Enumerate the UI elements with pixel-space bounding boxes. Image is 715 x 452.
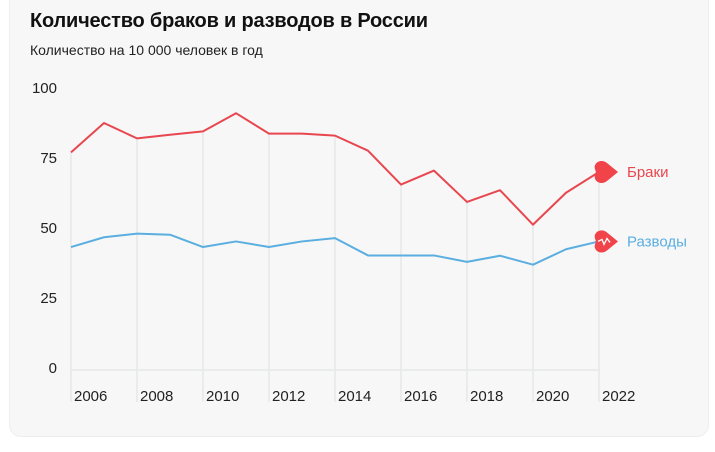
x-tick-label: 2010 [206,388,239,405]
chart-card [9,0,709,437]
y-tick-label: 25 [40,290,57,307]
x-tick-label: 2018 [470,388,503,405]
x-tick-label: 2012 [272,388,305,405]
x-tick-label: 2008 [140,388,173,405]
y-tick-label: 75 [40,150,57,167]
y-tick-label: 0 [49,360,57,377]
x-tick-label: 2014 [338,388,371,405]
x-tick-label: 2016 [404,388,437,405]
series-label: Разводы [627,233,687,250]
broken-heart-icon [594,230,618,253]
y-tick-label: 100 [32,80,57,97]
x-tick-label: 2020 [536,388,569,405]
x-tick-label: 2022 [602,388,635,405]
chart-title: Количество браков и разводов в России [30,10,428,32]
series-label: Браки [627,164,668,181]
heart-icon [594,160,618,184]
chart-subtitle: Количество на 10 000 человек в год [30,42,263,58]
x-tick-label: 2006 [74,388,107,405]
y-tick-label: 50 [40,220,57,237]
